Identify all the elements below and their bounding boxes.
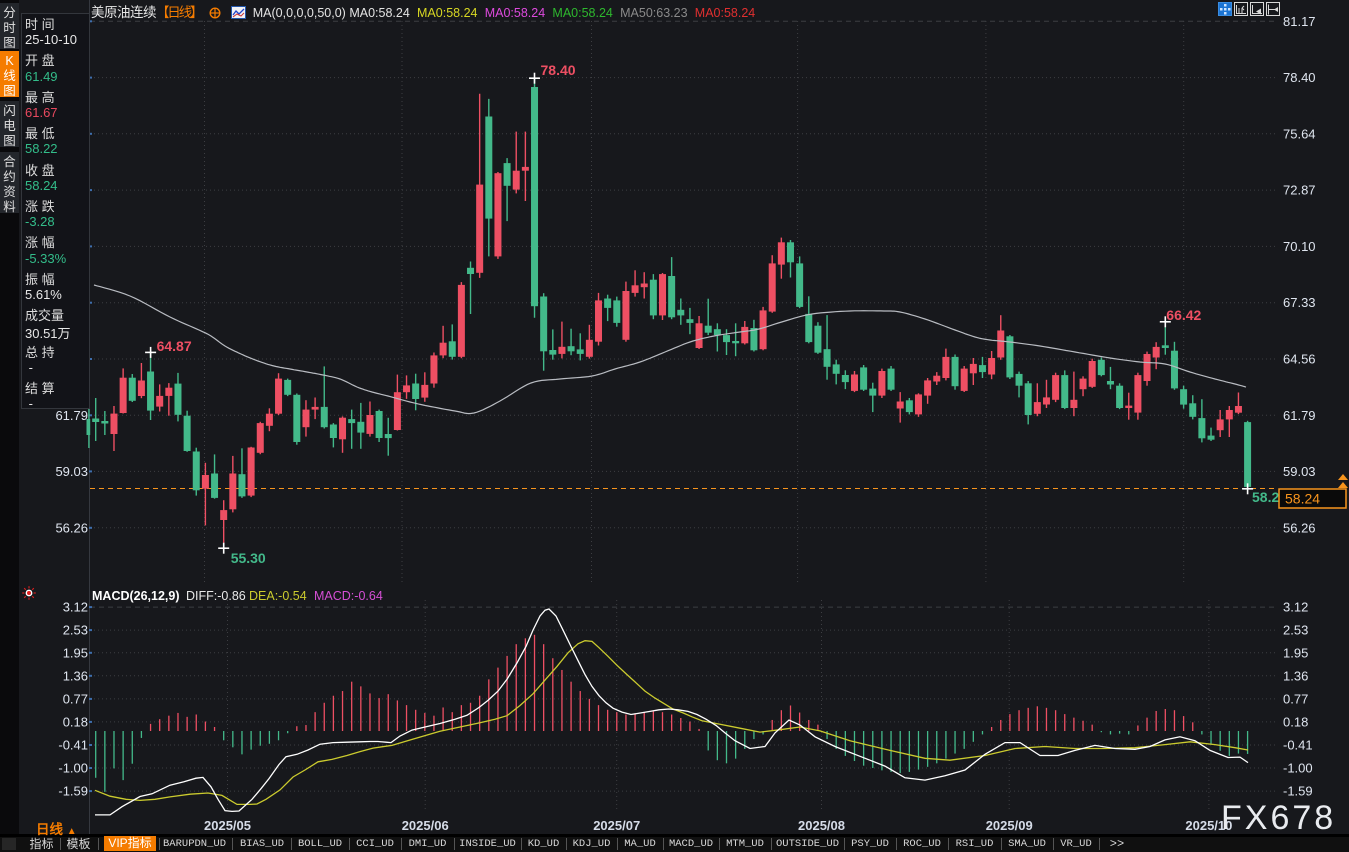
svg-text:-1.00: -1.00 [1283, 761, 1313, 776]
svg-text:2025/09: 2025/09 [986, 818, 1033, 833]
svg-text:3.12: 3.12 [63, 600, 88, 615]
svg-text:1.95: 1.95 [1283, 645, 1308, 660]
svg-text:FX678: FX678 [1221, 799, 1336, 837]
svg-text:75.64: 75.64 [1283, 126, 1316, 141]
svg-text:DEA:-0.54: DEA:-0.54 [249, 589, 307, 603]
svg-text:61.79: 61.79 [55, 408, 88, 423]
svg-text:2.53: 2.53 [1283, 623, 1308, 638]
svg-text:66.42: 66.42 [1166, 307, 1201, 323]
svg-text:81.17: 81.17 [1283, 14, 1316, 29]
svg-text:-0.41: -0.41 [58, 738, 88, 753]
svg-text:3.12: 3.12 [1283, 600, 1308, 615]
svg-text:70.10: 70.10 [1283, 239, 1316, 254]
svg-text:1.36: 1.36 [1283, 668, 1308, 683]
svg-text:64.87: 64.87 [157, 338, 192, 354]
svg-text:64.56: 64.56 [1283, 352, 1316, 367]
svg-text:MACD:-0.64: MACD:-0.64 [314, 589, 383, 603]
svg-text:0.18: 0.18 [1283, 714, 1308, 729]
svg-text:2025/10: 2025/10 [1185, 818, 1232, 833]
svg-text:2.53: 2.53 [63, 623, 88, 638]
svg-text:DIFF:-0.86: DIFF:-0.86 [186, 589, 246, 603]
svg-text:-1.59: -1.59 [58, 784, 88, 799]
svg-text:55.30: 55.30 [231, 550, 266, 566]
svg-text:1.95: 1.95 [63, 645, 88, 660]
svg-text:58.24: 58.24 [1285, 491, 1320, 507]
svg-text:67.33: 67.33 [1283, 295, 1316, 310]
svg-text:2025/07: 2025/07 [593, 818, 640, 833]
svg-text:2025/08: 2025/08 [798, 818, 845, 833]
svg-text:MACD(26,12,9): MACD(26,12,9) [92, 589, 180, 603]
svg-text:78.40: 78.40 [1283, 70, 1316, 85]
svg-text:2025/06: 2025/06 [402, 818, 449, 833]
svg-text:59.03: 59.03 [55, 464, 88, 479]
svg-text:-1.59: -1.59 [1283, 784, 1313, 799]
svg-text:2025/05: 2025/05 [204, 818, 251, 833]
svg-text:-1.00: -1.00 [58, 761, 88, 776]
svg-text:0.77: 0.77 [63, 691, 88, 706]
svg-text:72.87: 72.87 [1283, 183, 1316, 198]
svg-text:59.03: 59.03 [1283, 464, 1316, 479]
svg-text:78.40: 78.40 [541, 62, 576, 78]
svg-text:56.26: 56.26 [1283, 520, 1316, 535]
svg-text:1.36: 1.36 [63, 668, 88, 683]
svg-text:0.18: 0.18 [63, 714, 88, 729]
svg-text:56.26: 56.26 [55, 520, 88, 535]
svg-text:-0.41: -0.41 [1283, 738, 1313, 753]
svg-text:61.79: 61.79 [1283, 408, 1316, 423]
svg-text:0.77: 0.77 [1283, 691, 1308, 706]
